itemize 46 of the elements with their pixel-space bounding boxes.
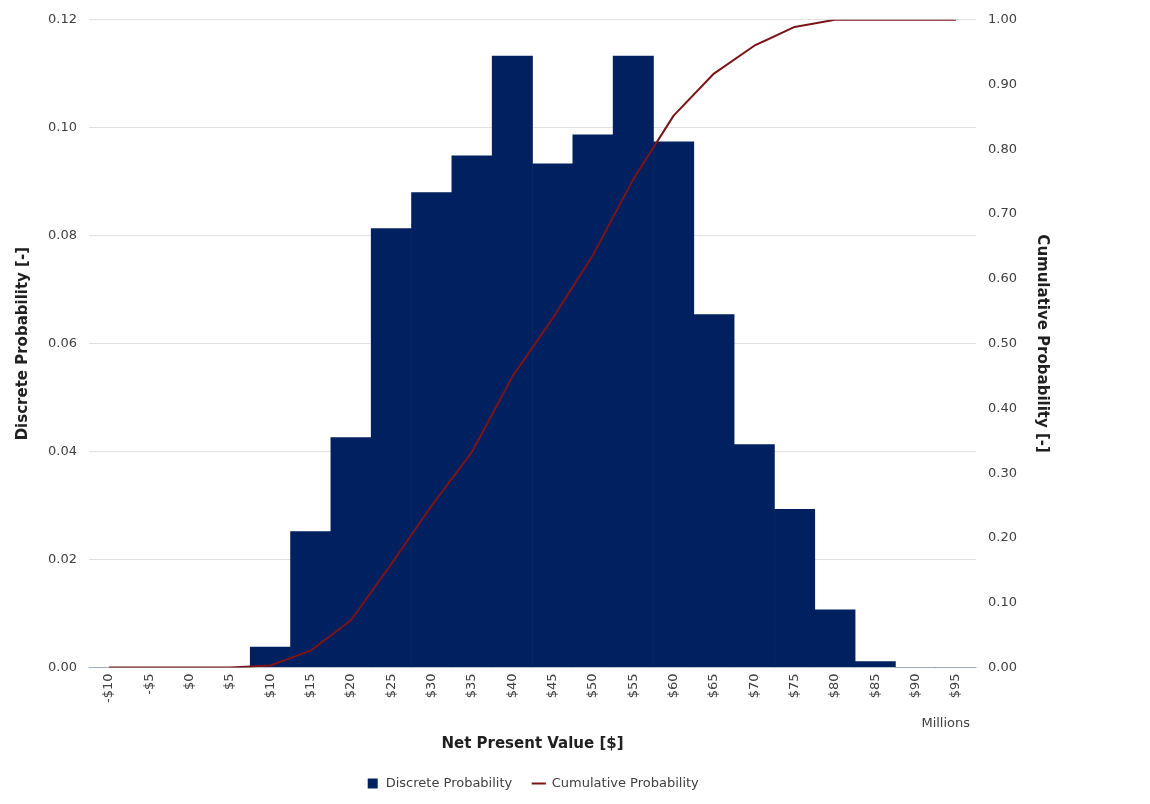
x-tick-label: $5 bbox=[221, 673, 237, 691]
y2-tick-label: 0.30 bbox=[988, 464, 1018, 480]
y2-tick-label: 0.50 bbox=[988, 335, 1018, 351]
x-tick-label: -$10 bbox=[100, 673, 116, 704]
y-tick-label: 0.06 bbox=[47, 335, 77, 351]
y-tick-label: 0.08 bbox=[47, 227, 77, 243]
x-tick-label: $20 bbox=[342, 673, 358, 699]
x-tick-label: $45 bbox=[544, 673, 560, 699]
x-tick-label: $0 bbox=[181, 673, 197, 691]
y2-tick-label: 0.00 bbox=[988, 658, 1018, 674]
legend-label: Discrete Probability bbox=[385, 774, 513, 790]
y2-tick-label: 0.60 bbox=[988, 270, 1018, 286]
y2-axis-title: Cumulative Probability [-] bbox=[1034, 234, 1053, 453]
y2-tick-label: 0.80 bbox=[988, 140, 1018, 156]
x-tick-label: $55 bbox=[624, 673, 640, 699]
x-tick-label: $60 bbox=[665, 673, 681, 699]
y-tick-label: 0.00 bbox=[47, 658, 77, 674]
y2-tick-label: 0.10 bbox=[988, 594, 1018, 610]
y2-tick-label: 0.70 bbox=[988, 205, 1018, 221]
x-tick-label: $35 bbox=[463, 673, 479, 699]
x-tick-label: $90 bbox=[906, 673, 922, 699]
y2-tick-label: 0.40 bbox=[988, 399, 1018, 415]
x-tick-label: $95 bbox=[947, 673, 963, 699]
text: Millions bbox=[921, 714, 971, 730]
y-axis-title: Discrete Probability [-] bbox=[12, 246, 31, 441]
x-tick-label: $85 bbox=[866, 673, 882, 699]
legend-label: Cumulative Probability bbox=[551, 774, 700, 790]
x-tick-label: $10 bbox=[261, 673, 277, 699]
x-tick-label: $50 bbox=[584, 673, 600, 699]
x-tick-label: $70 bbox=[745, 673, 761, 699]
x-tick-label: -$5 bbox=[140, 673, 156, 695]
x-axis-title: Net Present Value [$] bbox=[441, 733, 624, 752]
y-tick-label: 0.02 bbox=[47, 550, 77, 566]
y-tick-label: 0.10 bbox=[47, 119, 77, 135]
x-tick-label: $65 bbox=[705, 673, 721, 699]
x-tick-label: $25 bbox=[382, 673, 398, 699]
x-tick-label: $75 bbox=[785, 673, 801, 699]
y2-tick-label: 1.00 bbox=[988, 11, 1018, 27]
y2-tick-label: 0.90 bbox=[988, 75, 1018, 91]
x-tick-label: $80 bbox=[826, 673, 842, 699]
x-tick-label: $40 bbox=[503, 673, 519, 699]
y-tick-label: 0.12 bbox=[47, 11, 77, 27]
y-tick-label: 0.04 bbox=[47, 442, 77, 458]
x-tick-label: $30 bbox=[423, 673, 439, 699]
x-tick-label: $15 bbox=[302, 673, 318, 699]
y2-tick-label: 0.20 bbox=[988, 529, 1018, 545]
